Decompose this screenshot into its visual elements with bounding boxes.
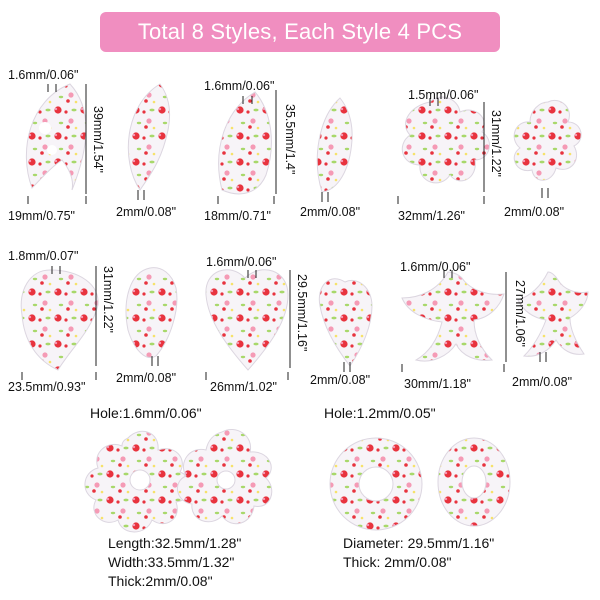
lily-flower-front xyxy=(401,271,505,362)
ring-flower-front xyxy=(329,437,423,531)
palm-leaf-front xyxy=(20,269,99,371)
feather-leaf-side xyxy=(316,97,353,193)
length-label: Length:32.5mm/1.28" xyxy=(108,535,242,551)
thickness-label: 2mm/0.08" xyxy=(504,205,565,219)
length-label: 31mm/1.22" xyxy=(489,110,503,177)
dimension-lines xyxy=(21,84,549,380)
width-label: Width:33.5mm/1.32" xyxy=(108,554,235,570)
diameter-label: Diameter: 29.5mm/1.16" xyxy=(343,535,495,551)
bottom-flower-front xyxy=(84,430,192,533)
width-label: 30mm/1.18" xyxy=(404,377,471,391)
heart-leaf-side xyxy=(318,278,373,367)
width-label: 32mm/1.26" xyxy=(398,209,465,223)
length-label: 39mm/1.54" xyxy=(91,106,105,173)
thickness-label: 2mm/0.08" xyxy=(310,373,371,387)
feather-leaf-front xyxy=(218,91,272,195)
heart-leaf-front xyxy=(205,269,289,371)
bottom-flower-side xyxy=(177,429,273,525)
width-label: 23.5mm/0.93" xyxy=(8,380,86,394)
ring-flower-side xyxy=(437,437,511,527)
thickness-label: Thick:2mm/0.08" xyxy=(108,573,213,589)
width-label: 19mm/0.75" xyxy=(8,209,75,223)
title-banner: Total 8 Styles, Each Style 4 PCS xyxy=(100,12,500,52)
five-petal-flower-front xyxy=(401,96,490,184)
hole-label: 1.6mm/0.06" xyxy=(8,68,79,82)
thickness-label: 2mm/0.08" xyxy=(116,371,177,385)
hole-label: Hole:1.2mm/0.05" xyxy=(324,405,436,421)
thickness-label: 2mm/0.08" xyxy=(512,375,573,389)
hole-label: 1.8mm/0.07" xyxy=(8,249,79,263)
hole-label: 1.6mm/0.06" xyxy=(204,79,275,93)
lily-flower-side xyxy=(517,271,589,357)
monstera-leaf-side xyxy=(127,83,171,191)
hole-label: 1.6mm/0.06" xyxy=(400,260,471,274)
hole-label: Hole:1.6mm/0.06" xyxy=(90,405,202,421)
length-label: 35.5mm/1.4" xyxy=(283,104,297,175)
thickness-label: 2mm/0.08" xyxy=(116,205,177,219)
length-label: 31mm/1.22" xyxy=(101,266,115,333)
monstera-leaf-front xyxy=(25,83,87,191)
width-label: 18mm/0.71" xyxy=(204,209,271,223)
hole-label: 1.5mm/0.06" xyxy=(408,88,479,102)
five-petal-flower-side xyxy=(513,100,582,181)
hole-label: 1.6mm/0.06" xyxy=(206,255,277,269)
length-label: 29.5mm/1.16" xyxy=(295,274,309,352)
width-label: 26mm/1.02" xyxy=(210,380,277,394)
length-label: 27mm/1.06" xyxy=(513,280,527,347)
thickness-label: 2mm/0.08" xyxy=(300,205,361,219)
palm-leaf-side xyxy=(125,267,178,358)
thickness-label: Thick: 2mm/0.08" xyxy=(343,554,452,570)
